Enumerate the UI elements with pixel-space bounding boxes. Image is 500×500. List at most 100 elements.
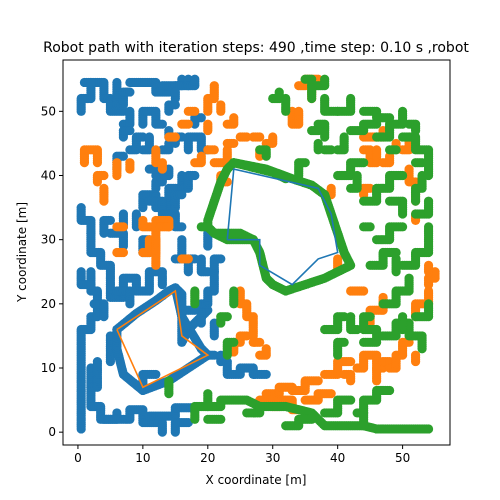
data-point — [229, 138, 239, 149]
data-point — [118, 151, 128, 161]
data-point — [294, 106, 304, 116]
data-point — [157, 279, 167, 290]
data-point — [359, 286, 369, 296]
data-point — [170, 87, 180, 97]
data-point — [209, 145, 219, 155]
data-point — [164, 222, 174, 232]
data-point — [398, 312, 408, 322]
data-point — [190, 106, 200, 116]
data-point — [125, 87, 135, 97]
data-point — [157, 119, 167, 129]
data-point — [99, 312, 109, 322]
data-point — [352, 324, 362, 335]
data-point — [99, 170, 109, 181]
data-point — [196, 113, 206, 123]
data-point — [346, 395, 356, 405]
data-point — [255, 337, 265, 347]
obstacle-outlines — [116, 168, 339, 389]
series-2 — [164, 74, 434, 434]
data-point — [222, 312, 232, 322]
data-point — [157, 427, 167, 437]
data-point — [242, 132, 252, 142]
data-point — [99, 183, 109, 193]
x-tick-label: 30 — [265, 451, 280, 465]
data-point — [423, 286, 434, 296]
data-point — [385, 385, 395, 396]
data-point — [313, 138, 323, 149]
data-point — [151, 145, 161, 155]
y-tick-label: 10 — [41, 361, 56, 375]
data-point — [196, 151, 206, 161]
data-point — [346, 93, 356, 104]
data-point — [216, 100, 226, 110]
data-point — [190, 305, 200, 315]
data-point — [326, 183, 336, 193]
chart-marks — [76, 74, 440, 437]
data-point — [365, 222, 375, 232]
data-point — [203, 222, 213, 232]
data-point — [313, 376, 323, 386]
data-point — [112, 158, 122, 168]
data-point — [398, 222, 408, 232]
data-point — [346, 356, 356, 367]
data-point — [417, 344, 427, 354]
x-tick-label: 40 — [330, 451, 345, 465]
data-point — [118, 222, 128, 232]
data-point — [320, 74, 330, 84]
y-axis-ticks: 0 10 20 30 40 50 — [41, 104, 63, 439]
data-point — [313, 125, 323, 136]
data-point — [144, 132, 154, 142]
data-point — [86, 228, 96, 238]
y-axis-label: Y coordinate [m] — [15, 202, 29, 303]
data-point — [177, 222, 187, 232]
data-point — [92, 158, 103, 168]
data-point — [183, 254, 193, 264]
data-point — [398, 209, 408, 219]
data-point — [118, 209, 128, 219]
data-point — [125, 299, 135, 309]
data-point — [423, 170, 434, 181]
data-point — [190, 74, 200, 84]
data-point — [151, 260, 161, 270]
plot-frame — [62, 59, 451, 446]
y-tick-label: 40 — [41, 169, 56, 183]
data-point — [261, 369, 271, 380]
y-tick-label: 20 — [41, 297, 56, 311]
data-point — [261, 344, 271, 354]
data-point — [157, 158, 167, 168]
data-point — [125, 106, 135, 116]
data-point — [372, 145, 382, 155]
data-point — [203, 119, 213, 129]
data-point — [105, 215, 115, 226]
x-axis-ticks: 0 10 20 30 40 50 — [74, 445, 410, 465]
data-point — [300, 158, 310, 168]
data-point — [417, 158, 427, 168]
data-point — [203, 401, 213, 412]
data-point — [125, 125, 135, 136]
data-point — [385, 113, 395, 123]
data-point — [177, 235, 187, 245]
data-point — [125, 158, 135, 168]
chart-title: Robot path with iteration steps: 490 ,ti… — [43, 40, 469, 56]
data-point — [333, 106, 343, 116]
data-point — [423, 424, 434, 434]
y-tick-label: 30 — [41, 233, 56, 247]
obstacle-outline-1 — [226, 168, 339, 286]
data-point — [359, 421, 369, 431]
data-point — [398, 106, 408, 116]
data-point — [372, 363, 382, 373]
data-point — [423, 260, 434, 270]
x-tick-label: 10 — [135, 451, 150, 465]
data-point — [268, 132, 278, 142]
data-point — [346, 376, 356, 386]
data-point — [131, 209, 141, 219]
series-0 — [76, 74, 271, 437]
data-point — [86, 279, 96, 290]
data-point — [339, 337, 349, 347]
x-axis-label: X coordinate [m] — [206, 473, 307, 487]
data-point — [326, 145, 336, 155]
data-point — [391, 247, 401, 258]
data-point — [177, 132, 187, 142]
data-point — [307, 93, 317, 104]
